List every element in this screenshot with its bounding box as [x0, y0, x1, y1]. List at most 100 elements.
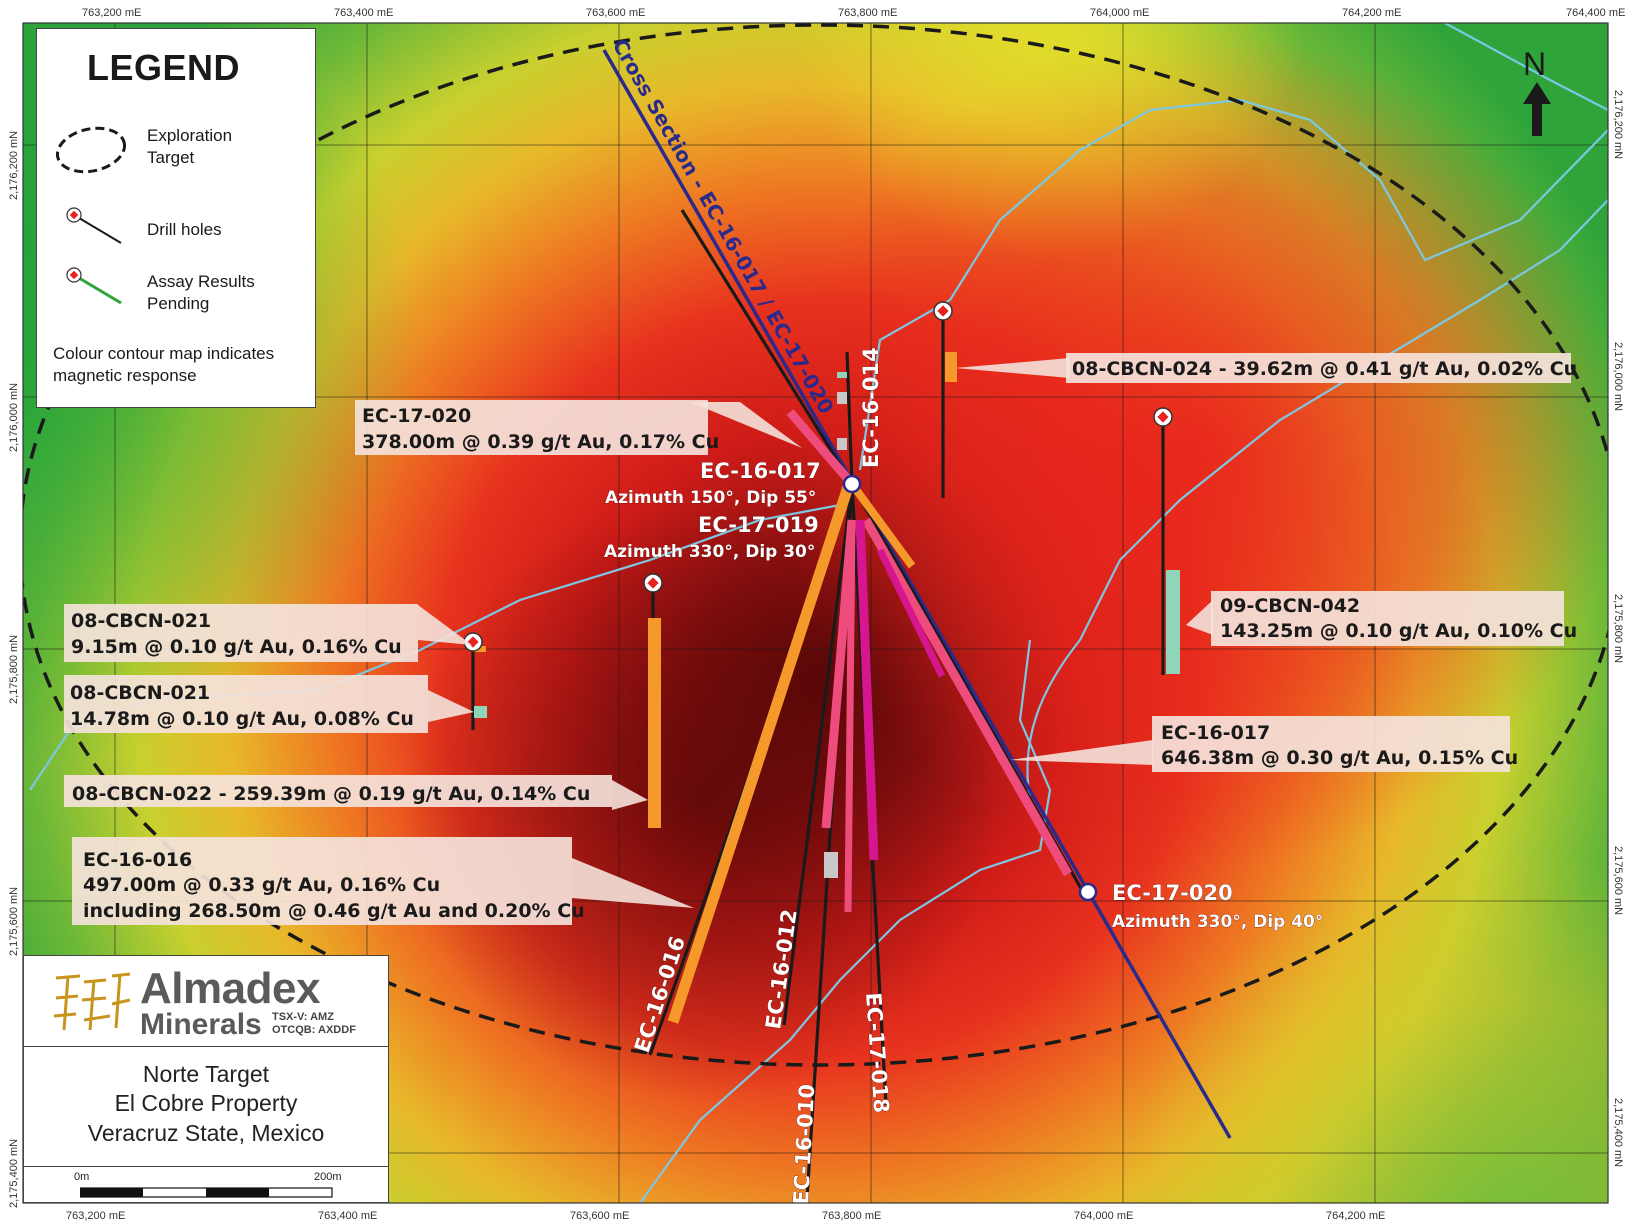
drill-hole-icon	[66, 207, 122, 244]
legend-exploration-target: Exploration Target	[147, 126, 233, 167]
collar-ec17020[interactable]	[1078, 882, 1098, 902]
bottom-label-1: 763,400 mE	[318, 1210, 377, 1222]
top-label-5: 764,200 mE	[1342, 7, 1401, 19]
label-ec16014: EC-16-014	[859, 347, 883, 468]
scale-end-label: 200m	[314, 1171, 342, 1183]
callout-box-08cbcn021-a	[64, 604, 418, 662]
title-block: Almadex Minerals TSX-V: AMZ OTCQB: AXDDF…	[23, 955, 389, 1203]
scale-bar: 0m 200m	[24, 1166, 388, 1205]
callout-ec17020-title: EC-17-020	[362, 405, 471, 427]
callout-ec16016-result: 497.00m @ 0.33 g/t Au, 0.16% Cu	[83, 874, 440, 896]
grid-labels-top: 763,200 mE 763,400 mE 763,600 mE 763,800…	[82, 7, 1625, 19]
top-label-3: 763,800 mE	[838, 7, 897, 19]
assay-pending-ec16012	[824, 852, 838, 878]
assay-08cbcn021-b	[474, 706, 487, 718]
callout-pointers	[418, 358, 1213, 908]
callout-08cbcn024: 08-CBCN-024 - 39.62m @ 0.41 g/t Au, 0.02…	[1072, 358, 1577, 380]
exploration-target-icon	[55, 126, 127, 174]
legend-note: Colour contour map indicates magnetic re…	[53, 344, 275, 385]
collar-pad-ec16017[interactable]	[842, 474, 862, 494]
right-label-3: 2,175,600 mN	[1612, 846, 1624, 915]
label-ec16017-name: EC-16-017	[700, 459, 821, 483]
bottom-label-3: 763,800 mE	[822, 1210, 881, 1222]
left-label-3: 2,175,600 mN	[8, 887, 20, 956]
legend-assay-pending: Assay Results Pending	[147, 272, 255, 313]
grid-labels-left: 2,176,200 mN 2,176,000 mN 2,175,800 mN 2…	[8, 131, 20, 1208]
assay-09cbcn042	[1166, 570, 1180, 674]
title-line-1: Norte Target	[142, 1061, 270, 1087]
exploration-target-ellipse	[23, 23, 1608, 1067]
callout-ec16017-result: 646.38m @ 0.30 g/t Au, 0.15% Cu	[1161, 747, 1518, 769]
label-ec16017-azimuth: Azimuth 150°, Dip 55°	[605, 488, 816, 508]
bottom-label-2: 763,600 mE	[570, 1210, 629, 1222]
assay-08cbcn022	[648, 618, 661, 828]
assay-ec16014-b	[837, 392, 847, 404]
label-ec17020-name: EC-17-020	[1112, 881, 1233, 905]
top-label-6: 764,400 mE	[1566, 7, 1625, 19]
callout-box-ec16017	[1152, 716, 1510, 772]
assay-ec17020-pad	[786, 409, 856, 487]
assay-ec16016	[667, 485, 854, 1024]
assay-08cbcn021-a	[474, 646, 486, 652]
right-label-4: 2,175,400 mN	[1612, 1098, 1624, 1167]
assay-ec17020-upper	[848, 481, 916, 569]
callout-08cbcn021-b-result: 14.78m @ 0.10 g/t Au, 0.08% Cu	[70, 708, 414, 730]
legend: LEGEND Exploration Target Drill holes As…	[36, 28, 316, 408]
north-arrow: N	[1518, 46, 1556, 146]
title-line-3: Veracruz State, Mexico	[87, 1120, 325, 1146]
bottom-label-4: 764,000 mE	[1074, 1210, 1133, 1222]
callout-box-ec17020	[355, 400, 708, 455]
right-label-0: 2,176,200 mN	[1612, 90, 1624, 159]
callout-ec16016-including: including 268.50m @ 0.46 g/t Au and 0.20…	[83, 900, 585, 922]
title-line-2: El Cobre Property	[114, 1090, 298, 1116]
right-label-2: 2,175,800 mN	[1612, 594, 1624, 663]
map-frame	[22, 22, 1609, 1204]
north-label: N	[1523, 46, 1547, 82]
collar-08cbcn022[interactable]	[643, 573, 663, 593]
assay-ec16014-a	[837, 372, 847, 378]
left-label-1: 2,176,000 mN	[8, 383, 20, 452]
ticker-tsxv: TSX-V: AMZ	[272, 1011, 334, 1023]
callout-box-09cbcn042	[1211, 591, 1564, 646]
callout-box-ec16016	[72, 837, 572, 925]
pointer-c2	[955, 358, 1070, 378]
left-label-2: 2,175,800 mN	[8, 635, 20, 704]
company-name: Almadex	[140, 964, 320, 1013]
cross-section-line	[602, 49, 1232, 1139]
scale-start-label: 0m	[74, 1171, 90, 1183]
grid-labels-right: 2,176,200 mN 2,176,000 mN 2,175,800 mN 2…	[1612, 90, 1624, 1167]
top-label-1: 763,400 mE	[334, 7, 393, 19]
company-sub: Minerals	[140, 1008, 262, 1041]
label-ec17019-azimuth: Azimuth 330°, Dip 30°	[604, 542, 815, 562]
callout-09cbcn042-title: 09-CBCN-042	[1220, 595, 1360, 617]
pointer-c3	[1186, 600, 1213, 635]
top-label-2: 763,600 mE	[586, 7, 645, 19]
assay-pending-icon	[66, 267, 122, 305]
pointer-c8	[572, 858, 694, 908]
pointer-c6	[1010, 740, 1153, 765]
almadex-logo-icon	[53, 972, 131, 1031]
callout-09cbcn042-result: 143.25m @ 0.10 g/t Au, 0.10% Cu	[1220, 620, 1577, 642]
collar-08cbcn024[interactable]	[933, 301, 953, 321]
bottom-label-5: 764,200 mE	[1326, 1210, 1385, 1222]
assay-intervals	[474, 352, 1180, 1024]
left-label-0: 2,176,200 mN	[8, 131, 20, 200]
assay-ec16012	[821, 519, 857, 829]
callout-08cbcn021-a-result: 9.15m @ 0.10 g/t Au, 0.16% Cu	[71, 636, 402, 658]
label-ec17019-name: EC-17-019	[698, 513, 819, 537]
pointer-c4	[418, 605, 472, 645]
right-label-1: 2,176,000 mN	[1612, 342, 1624, 411]
scale-bar-graphic	[80, 1187, 333, 1198]
callout-box-08cbcn022	[64, 775, 612, 807]
pointer-c5	[428, 690, 474, 722]
collar-09cbcn042[interactable]	[1153, 407, 1173, 427]
callout-08cbcn022: 08-CBCN-022 - 259.39m @ 0.19 g/t Au, 0.1…	[72, 783, 590, 805]
callout-ec16017-title: EC-16-017	[1161, 722, 1270, 744]
top-label-0: 763,200 mE	[82, 7, 141, 19]
callout-08cbcn021-a-title: 08-CBCN-021	[71, 610, 211, 632]
assay-ec16014-c	[837, 438, 847, 450]
left-label-4: 2,175,400 mN	[8, 1139, 20, 1208]
legend-title: LEGEND	[87, 47, 241, 88]
assay-08cbcn024	[945, 352, 957, 382]
callout-08cbcn021-b-title: 08-CBCN-021	[70, 682, 210, 704]
